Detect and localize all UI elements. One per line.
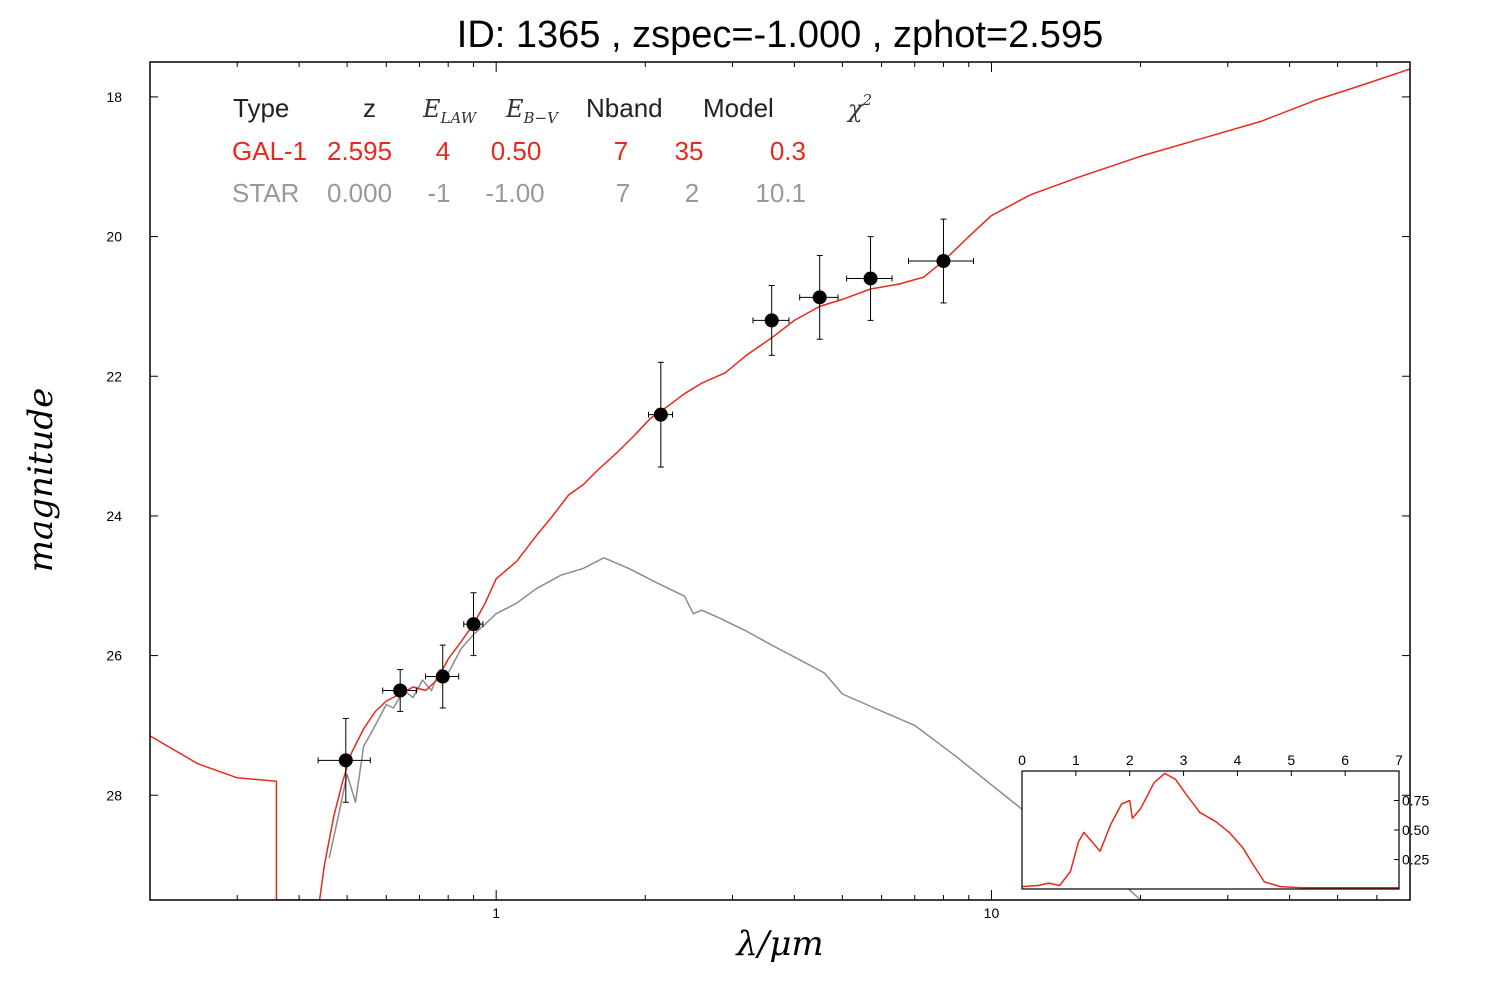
data-marker [812,290,827,305]
inset-x-tick-label: 3 [1180,752,1188,768]
inset-y-tick-label: 0.75 [1402,793,1429,809]
inset-frame [1021,770,1400,890]
inset-x-tick-label: 7 [1395,752,1403,768]
data-marker [653,407,668,422]
y-axis-label: magnitude [21,388,61,573]
inset-y-tick-label: 0.50 [1402,822,1429,838]
row-star-z: 0.000 [327,178,392,208]
x-tick-label: 10 [984,905,1000,921]
series-line-star [328,557,1142,900]
data-point [425,644,460,709]
data-marker [863,271,878,286]
row-gal-elaw: 4 [436,136,450,166]
row-gal-chi2: 0.3 [770,136,806,166]
inset-ticks: 0 1 2 3 4 5 6 7 0.25 0.50 0.75 [1018,752,1429,868]
row-star-elaw: -1 [427,178,450,208]
header-elaw: ELAW [422,95,478,127]
row-gal-model: 35 [675,136,704,166]
inset-x-tick-label: 2 [1126,752,1134,768]
data-marker [764,313,779,328]
inset-x-tick-label: 6 [1341,752,1349,768]
row-gal-z: 2.595 [327,136,392,166]
row-star-nband: 7 [616,178,630,208]
row-gal-type: GAL-1 [232,136,307,166]
row-star-ebv: -1.00 [485,178,544,208]
inset-x-tick-label: 1 [1072,752,1080,768]
data-marker [338,753,353,768]
data-marker [936,254,951,269]
inset-x-tick-label: 4 [1234,752,1242,768]
data-point [647,361,674,468]
row-star-chi2: 10.1 [755,178,806,208]
data-point [799,254,839,340]
inset-series [1022,772,1399,889]
data-marker [435,669,450,684]
data-marker [466,617,481,632]
chart-title: ID: 1365 , zspec=-1.000 , zphot=2.595 [456,14,1104,56]
row-star-model: 2 [685,178,699,208]
inset-y-tick-label: 0.25 [1402,852,1429,868]
data-point [463,592,484,657]
data-point [846,236,893,321]
x-axis-label: λ/μm [734,924,823,964]
data-marker [393,683,408,698]
data-point [317,717,371,803]
data-point [752,284,790,356]
observed-points [317,218,975,803]
data-point [382,669,417,712]
header-ebv: EB−V [505,95,560,127]
main-plot-frame [149,61,1411,901]
header-type: Type [233,93,289,123]
redshift-pdf-inset: 0 1 2 3 4 5 6 7 0.25 0.50 0.75 [1018,752,1429,890]
row-star-type: STAR [232,178,299,208]
y-tick-label: 28 [106,787,122,803]
fit-table: Type z ELAW EB−V Nband Model χ2 GAL-1 2.… [232,91,872,208]
inset-x-tick-label: 5 [1287,752,1295,768]
header-model: Model [703,93,774,123]
x-tick-label: 1 [492,905,500,921]
inset-background [1022,771,1399,889]
header-nband: Nband [586,93,663,123]
pdz-line [1022,772,1399,889]
y-tick-label: 22 [106,368,122,384]
y-tick-label: 26 [106,648,122,664]
header-z: z [363,93,376,123]
y-tick-label: 24 [106,508,122,524]
header-chi2: χ2 [846,91,872,123]
inset-x-tick-label: 0 [1018,752,1026,768]
y-tick-label: 18 [106,89,122,105]
y-tick-label: 20 [106,229,122,245]
data-point [907,218,975,304]
row-gal-nband: 7 [614,136,628,166]
row-gal-ebv: 0.50 [491,136,542,166]
